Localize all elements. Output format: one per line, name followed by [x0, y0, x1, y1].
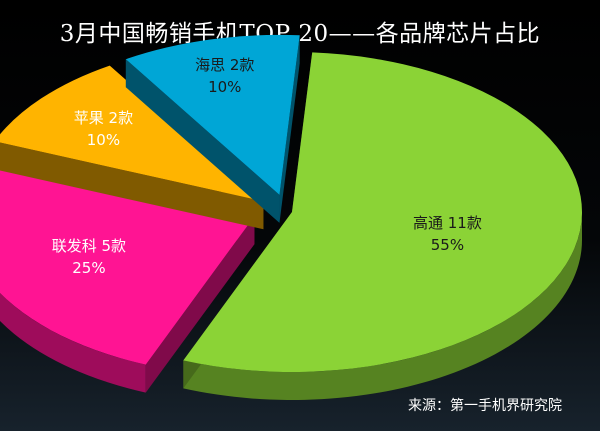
pie-slice-top-3 [125, 34, 300, 195]
slice-label-3: 海思 2款 [195, 56, 254, 74]
slice-percent-3: 10% [208, 78, 241, 96]
pie-slice-side-1 [0, 292, 146, 393]
pie-slice-top-2 [0, 65, 264, 202]
pie-slice-wall-3-1 [279, 35, 300, 223]
pie-slice-wall-2-0 [0, 142, 264, 230]
slice-label-1: 联发科 5款 [52, 237, 126, 255]
pie-slice-0 [183, 52, 583, 400]
slice-percent-0: 55% [431, 236, 464, 254]
pie-slice-3 [125, 34, 300, 223]
pie-slice-wall-1-0 [145, 216, 255, 393]
pie-slice-side-0 [183, 212, 583, 400]
slice-percent-1: 25% [72, 259, 105, 277]
chart-title: 3月中国畅销手机TOP 20——各品牌芯片占比 [59, 21, 541, 47]
source-note: 来源：第一手机界研究院 [408, 398, 562, 414]
slice-label-2: 苹果 2款 [74, 109, 133, 127]
pie-slice-wall-3-0 [125, 59, 280, 223]
slice-label-0: 高通 11款 [413, 214, 482, 232]
pie-slice-top-0 [183, 52, 582, 373]
slice-percent-2: 10% [87, 131, 120, 149]
